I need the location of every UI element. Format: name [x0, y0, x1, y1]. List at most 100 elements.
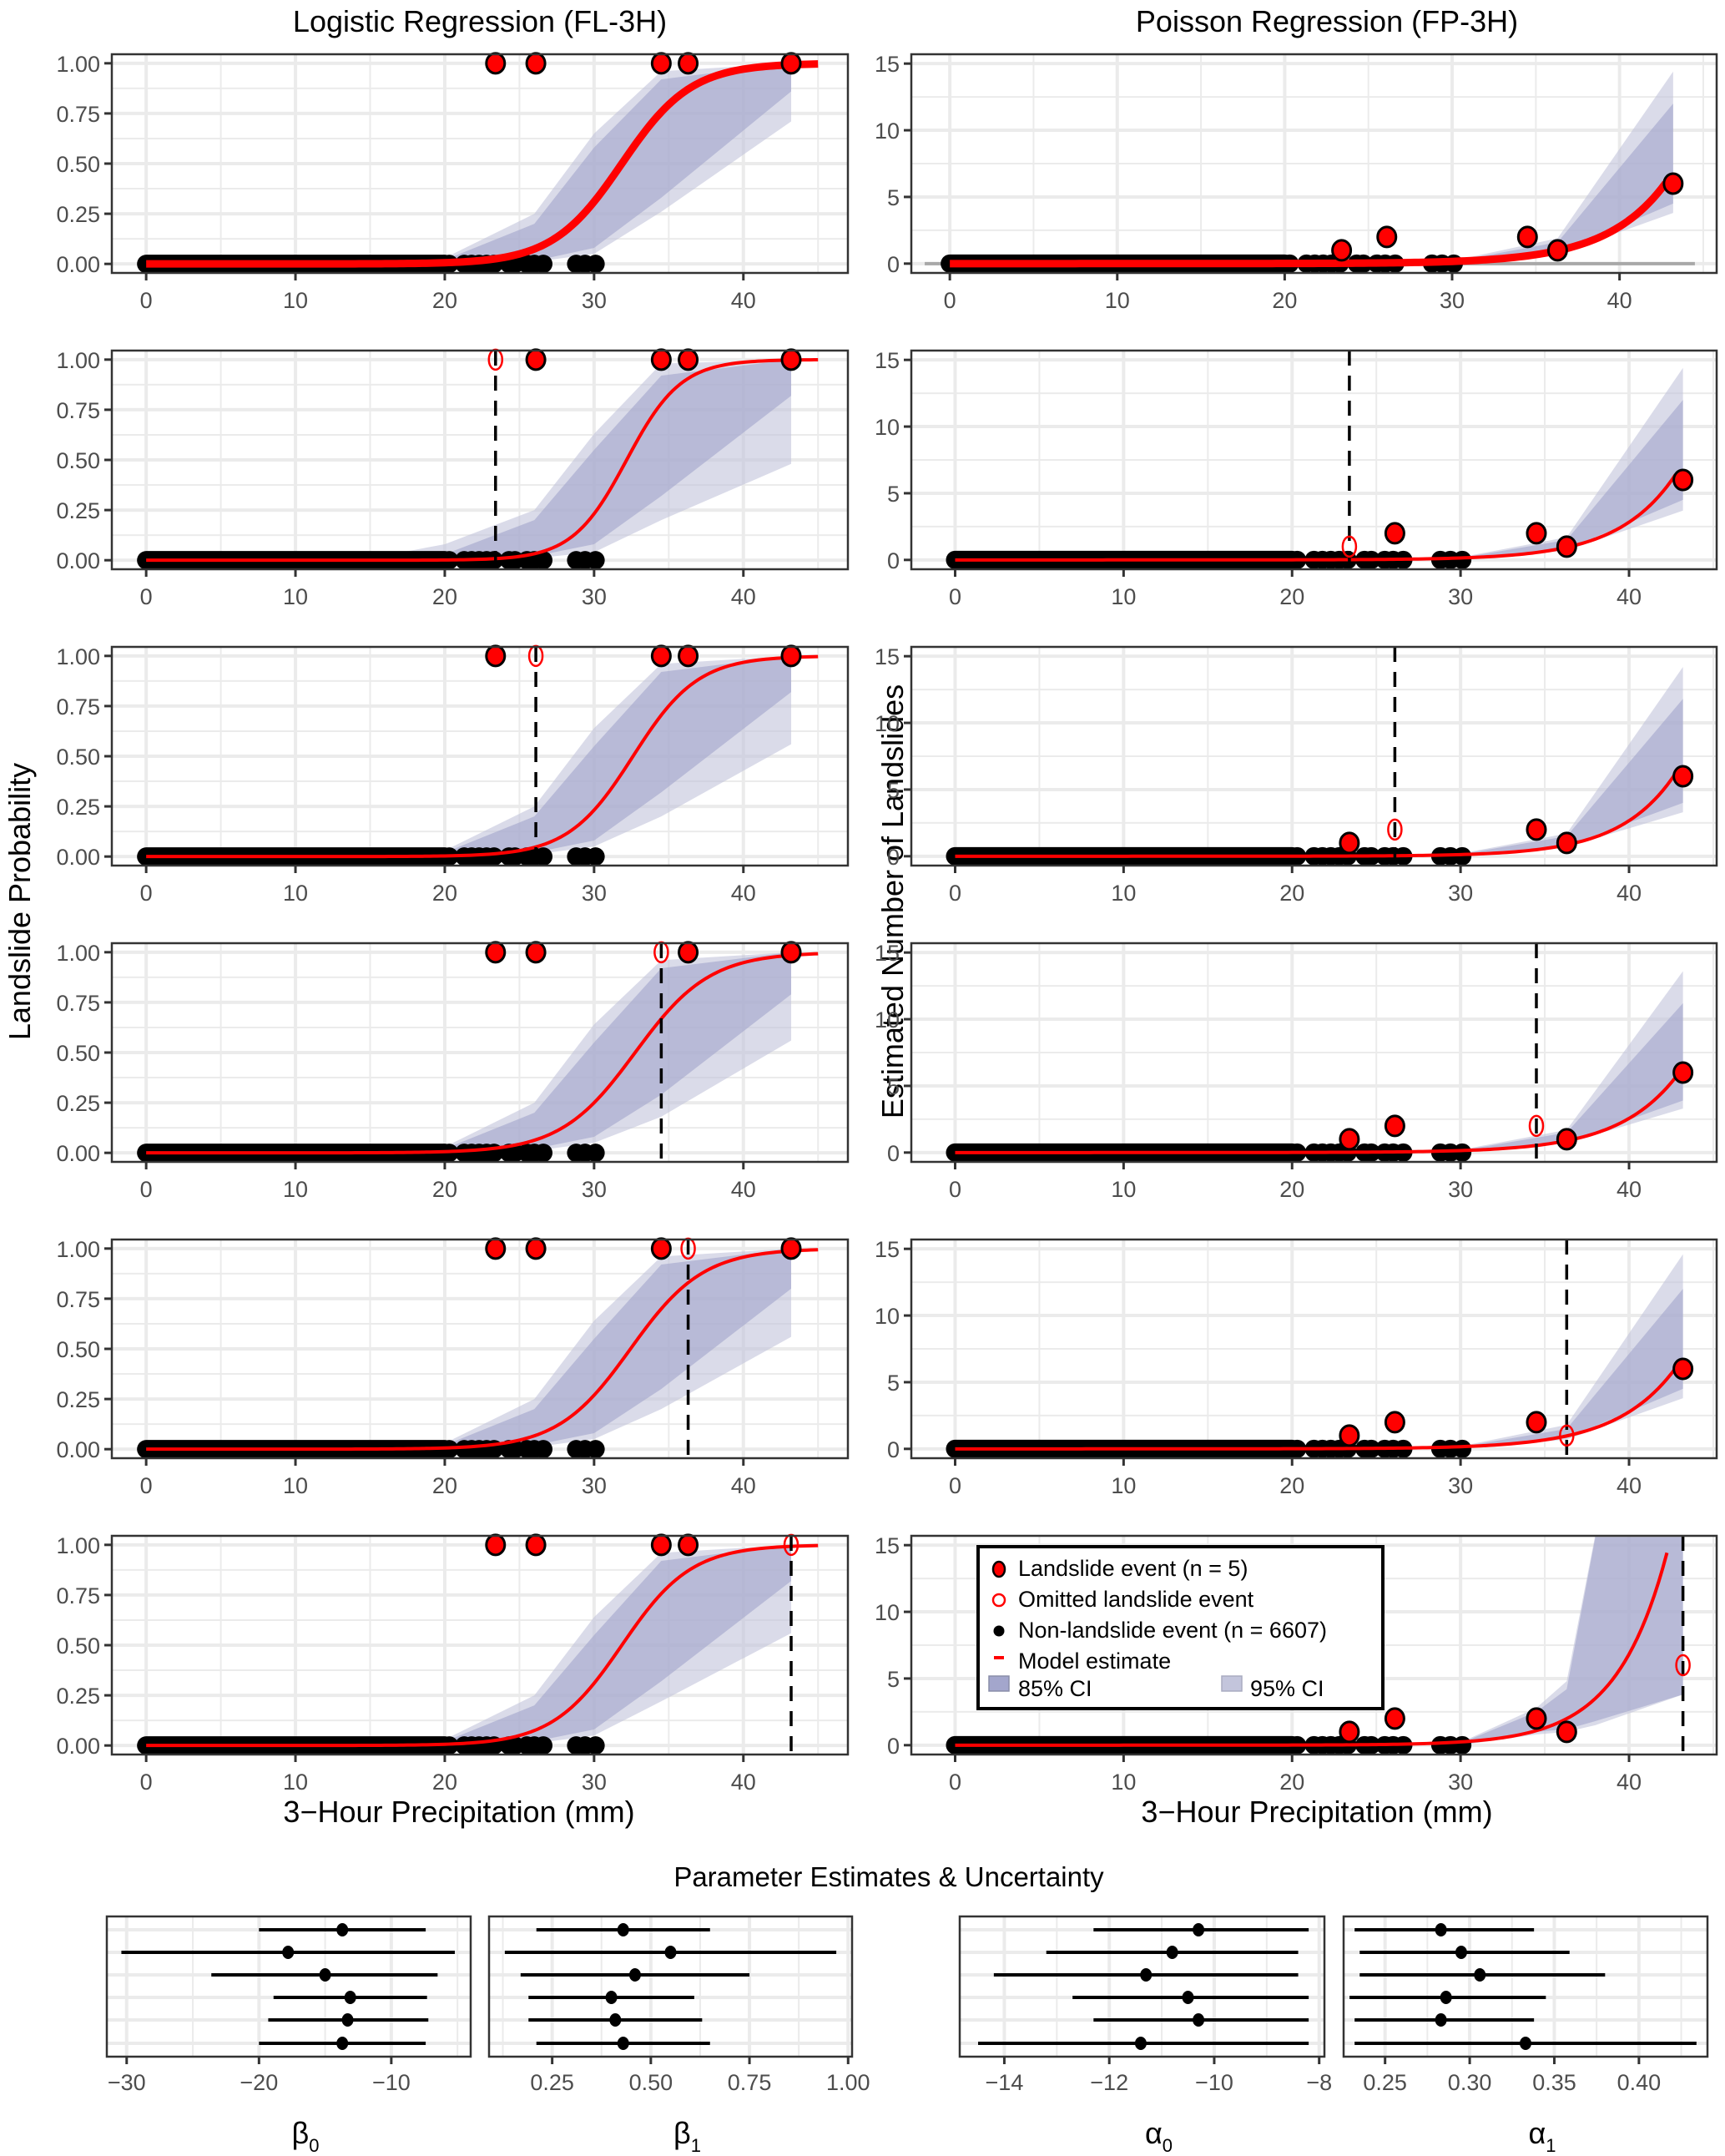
x-tick-label: 30 — [582, 584, 607, 609]
y-tick-label: 0.25 — [56, 202, 100, 227]
y-tick-label: 5 — [887, 1371, 900, 1396]
landslide-point — [1556, 1720, 1577, 1744]
parameter-panel-background — [489, 1916, 852, 2057]
poisson-panel-4: 0 10 20 30 40 0 5 10 15 — [875, 941, 1718, 1202]
parameter-symbol: β — [292, 2116, 310, 2150]
landslide-point — [678, 1533, 699, 1557]
parameter-panel-beta0: −30 −20 −10 β0 — [105, 1915, 472, 2156]
omitted-landslide-point — [1387, 818, 1403, 841]
non-landslide-point — [1453, 846, 1472, 866]
ci85-band — [444, 1544, 792, 1746]
y-tick-label: 0.50 — [56, 448, 100, 473]
poisson-panel-5: 0 10 20 30 40 0 5 10 15 — [875, 1237, 1718, 1498]
estimate-point — [319, 1968, 331, 1982]
landslide-point — [485, 1237, 507, 1260]
x-tick-label: 40 — [731, 1177, 756, 1202]
y-tick-label: 15 — [875, 52, 900, 77]
model-estimate-curve — [950, 180, 1669, 268]
estimate-point — [282, 1946, 295, 1959]
parameter-panel-border — [1342, 1915, 1709, 2058]
omitted-landslide-point — [1675, 1654, 1691, 1677]
x-tick-label: 10 — [1111, 584, 1136, 609]
parameter-axis-title: β1 — [673, 2116, 701, 2156]
y-tick-label: 15 — [875, 644, 900, 669]
non-landslide-point — [1453, 1439, 1472, 1458]
poisson-panel-border — [910, 942, 1718, 1164]
logistic-panel-4: 0 10 20 30 40 0.00 0.25 0.50 0.75 1.00 — [56, 941, 850, 1202]
x-tick-label: 30 — [1448, 584, 1473, 609]
landslide-point — [1526, 1707, 1547, 1730]
poisson-panel-3: 0 10 20 30 40 0 5 10 15 — [875, 644, 1718, 906]
x-tick-label: −12 — [1090, 2070, 1128, 2095]
logistic-panel-5: 0 10 20 30 40 0.00 0.25 0.50 0.75 1.00 — [56, 1237, 850, 1498]
y-tick-label: 15 — [875, 1237, 900, 1262]
estimate-point — [1455, 1946, 1467, 1959]
y-tick-label: 0 — [887, 1141, 900, 1166]
parameter-panel-beta1: 0.25 0.50 0.75 1.00 β1 — [487, 1915, 870, 2156]
poisson-panel-border — [910, 1534, 1718, 1756]
non-landslide-point — [586, 255, 605, 274]
x-tick-label: 40 — [1617, 1473, 1642, 1498]
landslide-point — [1339, 1424, 1360, 1447]
y-tick-label: 0.75 — [56, 991, 100, 1016]
logistic-panel-2: 0 10 20 30 40 0.00 0.25 0.50 0.75 1.00 — [56, 348, 850, 609]
x-tick-label: 30 — [1448, 881, 1473, 906]
ci-bands — [1460, 367, 1683, 560]
right-x-axis-title: 3−Hour Precipitation (mm) — [1141, 1795, 1492, 1829]
ci85-band — [444, 952, 792, 1154]
y-tick-label: 0.00 — [56, 845, 100, 870]
x-tick-label: 0 — [949, 1177, 961, 1202]
parameter-panel-border — [487, 1915, 854, 2058]
x-tick-label: 10 — [283, 1770, 308, 1795]
x-tick-label: −30 — [108, 2070, 146, 2095]
ci85-band — [1460, 699, 1683, 856]
estimate-point — [1140, 1968, 1153, 1982]
estimate-point — [1166, 1946, 1178, 1959]
landslide-point — [1672, 468, 1694, 492]
x-tick-label: 0 — [949, 1770, 961, 1795]
x-tick-label: 20 — [1279, 881, 1304, 906]
legend-box — [976, 1545, 1385, 1710]
landslide-point — [485, 52, 507, 75]
y-tick-label: 1.00 — [56, 644, 100, 669]
landslide-point — [650, 644, 672, 668]
y-tick-label: 0 — [887, 252, 900, 277]
legend-ci95-swatch — [1221, 1675, 1243, 1692]
x-tick-label: 20 — [1279, 584, 1304, 609]
omitted-landslide-point — [1559, 1424, 1575, 1447]
parameter-panel-background — [107, 1916, 471, 2057]
landslide-point — [485, 941, 507, 964]
landslide-point — [1672, 1357, 1694, 1381]
y-tick-label: 0.00 — [56, 252, 100, 277]
right-column-title: Poisson Regression (FP-3H) — [1136, 4, 1518, 38]
ci85-band — [444, 655, 792, 857]
landslide-point — [678, 348, 699, 371]
y-tick-label: 0.75 — [56, 398, 100, 423]
legend-label: Non-landslide event (n = 6607) — [1018, 1618, 1327, 1643]
landslide-point — [1556, 535, 1577, 558]
x-tick-label: 40 — [731, 881, 756, 906]
ci85-band — [1460, 1289, 1683, 1449]
landslide-point — [525, 941, 547, 964]
x-tick-label: 0 — [949, 584, 961, 609]
non-landslide-point — [586, 1440, 605, 1459]
x-tick-label: 10 — [283, 288, 308, 313]
x-tick-label: 0 — [140, 1770, 153, 1795]
landslide-point — [525, 1237, 547, 1260]
y-tick-label: 0.00 — [56, 1734, 100, 1759]
x-tick-label: 10 — [283, 584, 308, 609]
landslide-point — [1339, 831, 1360, 855]
landslide-point — [780, 644, 802, 668]
landslide-point — [780, 52, 802, 75]
landslide-point — [1526, 522, 1547, 545]
logistic-panel-3: 0 10 20 30 40 0.00 0.25 0.50 0.75 1.00 — [56, 644, 850, 906]
non-landslide-point — [534, 1440, 553, 1459]
landslide-point — [780, 1237, 802, 1260]
x-tick-label: 0.30 — [1448, 2070, 1492, 2095]
x-tick-label: 40 — [731, 1770, 756, 1795]
estimate-point — [1134, 2037, 1147, 2050]
y-tick-label: 0.00 — [56, 1437, 100, 1462]
parameter-subscript: 0 — [309, 2135, 319, 2156]
model-estimate-curve — [955, 1552, 1669, 1747]
ci85-band — [1460, 1537, 1683, 1745]
